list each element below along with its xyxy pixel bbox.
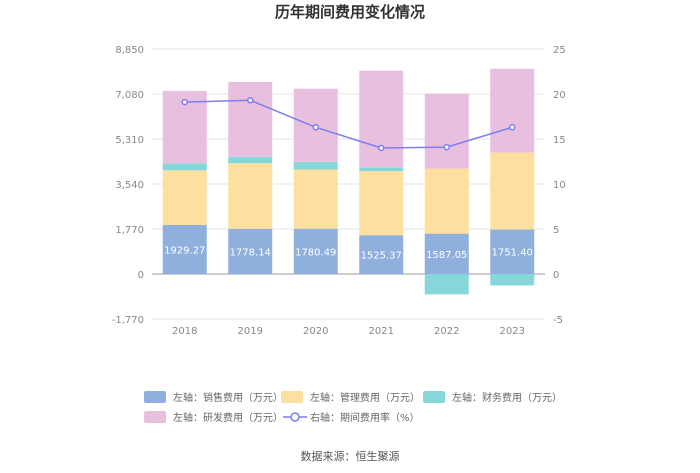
grid <box>152 48 545 320</box>
bar-2019-series-0 <box>228 228 273 274</box>
bar-value-label: 1751.40 <box>492 248 533 259</box>
x-tick-label: 2023 <box>500 326 525 337</box>
legend-swatch <box>281 391 303 403</box>
left-tick-label: 1,770 <box>115 225 144 236</box>
bar-2021-series-3 <box>359 70 404 168</box>
x-tick-label: 2018 <box>172 326 197 337</box>
right-tick-label: 20 <box>553 90 566 101</box>
bar-value-label: 1587.05 <box>426 250 467 261</box>
bar-value-label: 1929.27 <box>164 245 205 256</box>
bar-2022-series-1 <box>424 168 469 234</box>
bar-2023-series-2 <box>490 274 535 286</box>
legend-swatch <box>144 411 166 423</box>
left-tick-label: 5,310 <box>115 135 144 146</box>
legend-line-marker <box>290 412 300 422</box>
bar-2022-series-2 <box>424 274 469 295</box>
expense-rate-line <box>181 97 516 152</box>
x-axis: 2018 2019 2020 2021 2022 2023 <box>172 326 525 337</box>
legend-swatch <box>423 391 445 403</box>
bar-value-label: 1525.37 <box>361 251 402 262</box>
x-tick-label: 2020 <box>303 326 328 337</box>
legend: 左轴：销售费用（万元） 左轴：管理费用（万元） 左轴：财务费用（万元） 左轴：研发费用… <box>144 391 562 424</box>
legend-label: 右轴：期间费用率（%） <box>310 411 420 424</box>
line-point <box>312 124 319 131</box>
bar-value-label: 1780.49 <box>295 247 336 258</box>
data-source: 数据来源：恒生聚源 <box>301 449 400 463</box>
right-tick-label: 10 <box>553 180 566 191</box>
left-axis: 8,850 7,080 5,310 3,540 1,770 0 -1,770 <box>112 45 144 326</box>
left-tick-label: 0 <box>138 270 144 281</box>
right-tick-label: 0 <box>553 270 559 281</box>
bar-2022-series-0 <box>424 233 469 274</box>
left-tick-label: -1,770 <box>112 315 144 326</box>
left-tick-label: 3,540 <box>115 180 144 191</box>
legend-swatch <box>144 391 166 403</box>
left-tick-label: 7,080 <box>115 90 144 101</box>
bar-labels: 1929.27 1778.14 1780.49 1525.37 1587.05 1751.… <box>164 245 533 261</box>
line-point <box>443 143 450 151</box>
bar-value-label: 1778.14 <box>230 247 271 258</box>
right-tick-label: 5 <box>553 225 559 236</box>
line-point <box>378 144 385 152</box>
bar-2020-series-2 <box>293 161 338 170</box>
bar-2019-series-2 <box>228 156 273 164</box>
line-point <box>247 97 254 104</box>
right-tick-label: 15 <box>553 135 566 146</box>
legend-label: 左轴：财务费用（万元） <box>452 391 562 404</box>
chart-title: 历年期间费用变化情况 <box>275 3 425 21</box>
right-tick-label: -5 <box>553 315 563 326</box>
bar-2019-series-3 <box>228 81 273 157</box>
right-axis: 25 20 15 10 5 0 -5 <box>553 45 566 326</box>
bar-2018-series-0 <box>162 224 207 274</box>
left-tick-label: 8,850 <box>115 45 144 56</box>
x-tick-label: 2021 <box>369 326 394 337</box>
bar-2021-series-1 <box>359 171 404 236</box>
bar-2020-series-0 <box>293 228 338 274</box>
bar-2023-series-1 <box>490 152 535 230</box>
legend-label: 左轴：销售费用（万元） <box>173 391 283 404</box>
legend-label: 左轴：管理费用（万元） <box>310 391 420 404</box>
bar-2023-series-3 <box>490 68 535 153</box>
bar-2020-series-1 <box>293 169 338 229</box>
line-point <box>181 98 188 106</box>
line-point <box>509 124 516 131</box>
x-tick-label: 2019 <box>238 326 263 337</box>
x-tick-label: 2022 <box>434 326 459 337</box>
bar-2022-series-3 <box>424 93 469 169</box>
bar-2021-series-0 <box>359 235 404 274</box>
legend-label: 左轴：研发费用（万元） <box>173 411 283 424</box>
bars <box>162 68 535 295</box>
bar-2023-series-0 <box>490 229 535 274</box>
line-path <box>184 99 513 149</box>
right-tick-label: 25 <box>553 45 566 56</box>
bar-2018-series-1 <box>162 170 207 225</box>
bar-2019-series-1 <box>228 163 273 229</box>
bar-2021-series-2 <box>359 167 404 172</box>
bar-2018-series-2 <box>162 163 207 171</box>
